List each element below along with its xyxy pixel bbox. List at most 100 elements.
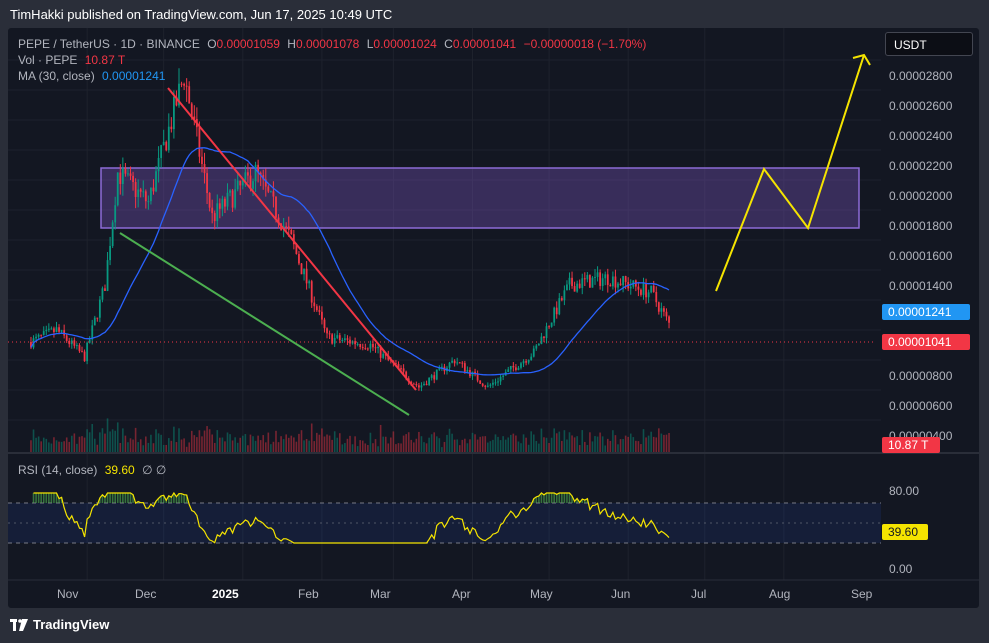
volume-bar: [254, 440, 257, 452]
volume-bar: [308, 440, 310, 452]
volume-bar: [196, 437, 198, 452]
candle-body: [137, 189, 140, 197]
time-tick: Jun: [611, 587, 631, 601]
volume-bar: [476, 439, 479, 452]
legend-rsi-value: 39.60: [104, 463, 135, 477]
chart-frame[interactable]: PEPE / TetherUS · 1D · BINANCE O0.000010…: [7, 27, 980, 609]
volume-bar: [42, 437, 45, 452]
support-trendline: [119, 232, 410, 416]
rsi-tick: 80.00: [889, 484, 920, 498]
volume-bar: [231, 440, 234, 452]
candle-body: [83, 351, 86, 362]
volume-bar: [175, 442, 178, 452]
candle-body: [116, 172, 119, 206]
volume-bar: [88, 432, 91, 452]
volume-bar: [629, 433, 632, 452]
volume-bar: [132, 439, 134, 452]
candle-body: [224, 198, 226, 207]
candle-body: [175, 96, 178, 106]
candle-body: [206, 173, 208, 194]
candle-body: [127, 173, 129, 175]
volume-bar: [300, 430, 303, 452]
volume-bar: [30, 440, 32, 452]
candle-body: [86, 342, 89, 362]
volume-bar: [387, 443, 390, 452]
candle-body: [599, 272, 602, 286]
candle-body: [548, 326, 550, 328]
volume-bar: [456, 439, 458, 452]
candle-body: [60, 330, 63, 332]
volume-bar: [453, 439, 456, 452]
volume-bar: [407, 432, 410, 452]
volume-bar: [129, 438, 132, 452]
volume-bar: [604, 445, 607, 452]
candle-body: [461, 362, 464, 364]
currency-button[interactable]: USDT: [885, 32, 973, 56]
volume-bar: [249, 434, 252, 452]
projection-arrowhead: [852, 53, 871, 66]
volume-bar: [229, 434, 231, 452]
volume-bar: [635, 440, 637, 452]
candle-body: [476, 373, 479, 381]
candle-body: [231, 190, 234, 208]
volume-bar: [561, 440, 563, 452]
volume-bar: [596, 436, 599, 452]
volume-bar: [359, 440, 362, 452]
volume-bar: [224, 441, 226, 452]
candle-body: [489, 384, 492, 386]
volume-bar: [114, 430, 116, 452]
volume-bar: [252, 436, 254, 452]
price-tick: 0.00000600: [889, 399, 953, 413]
volume-bar: [275, 430, 277, 452]
candle-body: [247, 172, 249, 176]
volume-bar: [55, 440, 58, 452]
candle-body: [356, 344, 359, 346]
volume-bar: [239, 437, 242, 452]
volume-bar: [53, 437, 55, 452]
volume-bar: [259, 440, 262, 452]
ma-price-tag: 0.00001241: [882, 304, 970, 320]
volume-bar: [566, 439, 568, 452]
candle-body: [190, 103, 193, 117]
volume-bar: [293, 437, 295, 452]
candle-body: [185, 85, 188, 87]
volume-bar: [183, 438, 185, 452]
brand-footer[interactable]: TradingView: [10, 617, 109, 632]
legend-ma-label[interactable]: MA (30, close): [18, 69, 95, 83]
candle-body: [405, 371, 408, 379]
legend-rsi-label[interactable]: RSI (14, close): [18, 463, 98, 477]
candle-body: [300, 263, 303, 275]
resistance-trendline: [167, 87, 417, 391]
candle-body: [629, 286, 632, 289]
candle-body: [581, 278, 584, 288]
volume-bar: [262, 435, 265, 452]
volume-bar: [344, 443, 346, 452]
chart-canvas[interactable]: [8, 28, 979, 608]
candle-body: [606, 274, 609, 285]
candle-body: [216, 203, 219, 222]
volume-bar: [290, 435, 293, 452]
candle-body: [93, 317, 96, 326]
time-tick: Jul: [691, 587, 707, 601]
volume-bar: [203, 430, 206, 452]
candle-body: [619, 283, 622, 286]
volume-bar: [619, 439, 622, 452]
volume-bar: [48, 442, 50, 452]
candle-body: [451, 360, 453, 363]
candle-body: [637, 286, 640, 290]
candle-body: [201, 156, 203, 164]
volume-bar: [83, 437, 86, 452]
candle-body: [78, 345, 81, 352]
volume-bar: [160, 434, 162, 452]
legend-low: 0.00001024: [373, 37, 437, 51]
candle-body: [502, 375, 505, 377]
volume-bar: [111, 429, 114, 452]
candle-body: [241, 179, 244, 186]
volume-bar: [446, 434, 448, 452]
volume-bar: [162, 444, 165, 452]
volume-bar: [647, 435, 650, 452]
projection-path: [715, 54, 865, 292]
legend-vol-label[interactable]: Vol · PEPE: [18, 53, 78, 67]
candle-body: [310, 281, 313, 303]
legend-symbol[interactable]: PEPE / TetherUS · 1D · BINANCE: [18, 37, 200, 51]
